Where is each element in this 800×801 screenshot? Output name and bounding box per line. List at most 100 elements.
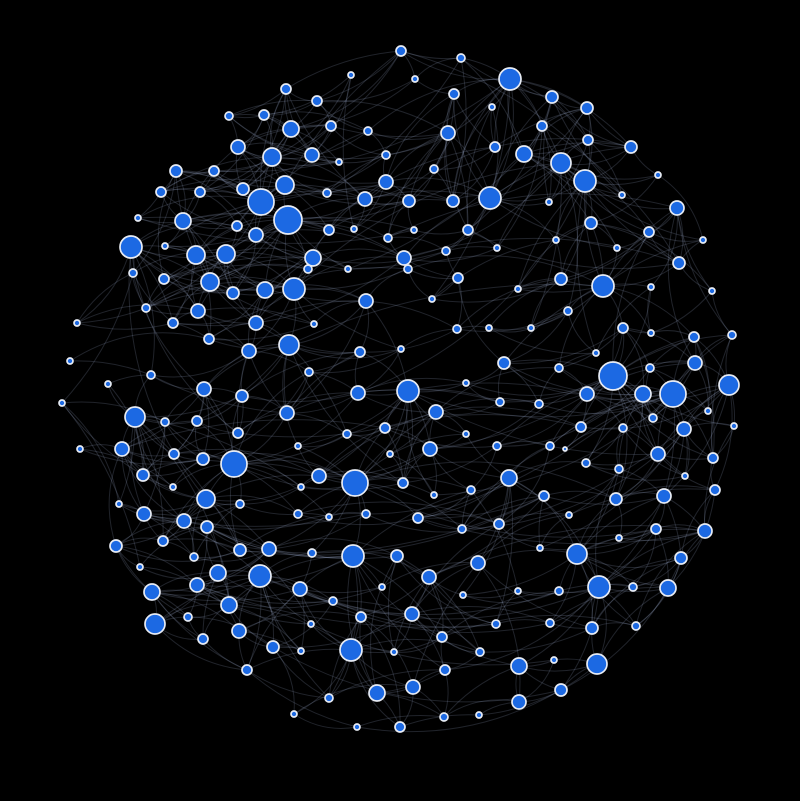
graph-node[interactable]	[402, 194, 416, 208]
graph-node[interactable]	[410, 226, 418, 234]
graph-node[interactable]	[341, 544, 365, 568]
graph-node[interactable]	[282, 120, 300, 138]
graph-node[interactable]	[554, 272, 568, 286]
graph-node[interactable]	[613, 244, 621, 252]
graph-node[interactable]	[582, 134, 594, 146]
graph-node[interactable]	[493, 244, 501, 252]
graph-node[interactable]	[290, 710, 298, 718]
graph-node[interactable]	[614, 464, 624, 474]
graph-node[interactable]	[645, 363, 655, 373]
graph-node[interactable]	[76, 445, 84, 453]
graph-node[interactable]	[344, 265, 352, 273]
graph-node[interactable]	[545, 198, 553, 206]
graph-node[interactable]	[230, 139, 246, 155]
graph-node[interactable]	[584, 216, 598, 230]
graph-node[interactable]	[648, 413, 658, 423]
graph-node[interactable]	[232, 427, 244, 439]
graph-node[interactable]	[226, 286, 240, 300]
graph-node[interactable]	[554, 683, 568, 697]
graph-node[interactable]	[200, 520, 214, 534]
graph-node[interactable]	[428, 295, 436, 303]
graph-node[interactable]	[580, 101, 594, 115]
graph-node[interactable]	[358, 293, 374, 309]
graph-node[interactable]	[157, 535, 169, 547]
graph-node[interactable]	[248, 315, 264, 331]
graph-node[interactable]	[292, 581, 308, 597]
graph-node[interactable]	[495, 397, 505, 407]
graph-node[interactable]	[650, 523, 662, 535]
graph-node[interactable]	[488, 103, 496, 111]
graph-node[interactable]	[136, 563, 144, 571]
graph-node[interactable]	[273, 205, 303, 235]
graph-node[interactable]	[708, 287, 716, 295]
graph-node[interactable]	[609, 492, 623, 506]
graph-node[interactable]	[275, 175, 295, 195]
graph-node[interactable]	[363, 126, 373, 136]
graph-node[interactable]	[511, 694, 527, 710]
graph-node[interactable]	[196, 489, 216, 509]
graph-node[interactable]	[550, 656, 558, 664]
graph-node[interactable]	[440, 125, 456, 141]
graph-node[interactable]	[324, 693, 334, 703]
graph-node[interactable]	[197, 633, 209, 645]
graph-node[interactable]	[396, 250, 412, 266]
graph-node[interactable]	[304, 249, 322, 267]
graph-node[interactable]	[587, 575, 611, 599]
graph-node[interactable]	[220, 596, 238, 614]
graph-node[interactable]	[581, 458, 591, 468]
graph-node[interactable]	[654, 171, 662, 179]
graph-node[interactable]	[656, 488, 672, 504]
graph-node[interactable]	[676, 421, 692, 437]
graph-node[interactable]	[430, 491, 438, 499]
graph-node[interactable]	[231, 623, 247, 639]
graph-node[interactable]	[566, 543, 588, 565]
graph-node[interactable]	[459, 591, 467, 599]
graph-node[interactable]	[470, 555, 486, 571]
graph-node[interactable]	[279, 405, 295, 421]
graph-node[interactable]	[293, 509, 303, 519]
graph-node[interactable]	[241, 664, 253, 676]
graph-node[interactable]	[143, 583, 161, 601]
graph-node[interactable]	[514, 587, 522, 595]
graph-node[interactable]	[462, 224, 474, 236]
graph-node[interactable]	[493, 518, 505, 530]
graph-node[interactable]	[575, 421, 587, 433]
graph-node[interactable]	[247, 188, 275, 216]
graph-node[interactable]	[203, 333, 215, 345]
graph-node[interactable]	[428, 404, 444, 420]
graph-node[interactable]	[462, 430, 470, 438]
graph-node[interactable]	[536, 544, 544, 552]
graph-node[interactable]	[311, 95, 323, 107]
graph-node[interactable]	[357, 191, 373, 207]
graph-node[interactable]	[669, 200, 685, 216]
graph-node[interactable]	[552, 236, 560, 244]
graph-node[interactable]	[341, 469, 369, 497]
graph-node[interactable]	[231, 220, 243, 232]
graph-node[interactable]	[527, 324, 535, 332]
graph-node[interactable]	[224, 111, 234, 121]
graph-node[interactable]	[378, 583, 386, 591]
graph-node[interactable]	[325, 120, 337, 132]
graph-node[interactable]	[220, 450, 248, 478]
graph-node[interactable]	[489, 141, 501, 153]
graph-node[interactable]	[634, 385, 652, 403]
graph-node[interactable]	[554, 586, 564, 596]
graph-node[interactable]	[429, 164, 439, 174]
graph-node[interactable]	[379, 422, 391, 434]
graph-node[interactable]	[280, 83, 292, 95]
graph-node[interactable]	[598, 361, 628, 391]
graph-node[interactable]	[538, 490, 550, 502]
graph-node[interactable]	[169, 164, 183, 178]
graph-node[interactable]	[307, 548, 317, 558]
graph-node[interactable]	[628, 582, 638, 592]
graph-node[interactable]	[439, 664, 451, 676]
graph-node[interactable]	[134, 214, 142, 222]
graph-node[interactable]	[647, 329, 655, 337]
graph-node[interactable]	[304, 147, 320, 163]
graph-node[interactable]	[323, 224, 335, 236]
graph-node[interactable]	[200, 272, 220, 292]
graph-node[interactable]	[355, 611, 367, 623]
graph-node[interactable]	[718, 374, 740, 396]
graph-node[interactable]	[386, 450, 394, 458]
graph-node[interactable]	[189, 577, 205, 593]
